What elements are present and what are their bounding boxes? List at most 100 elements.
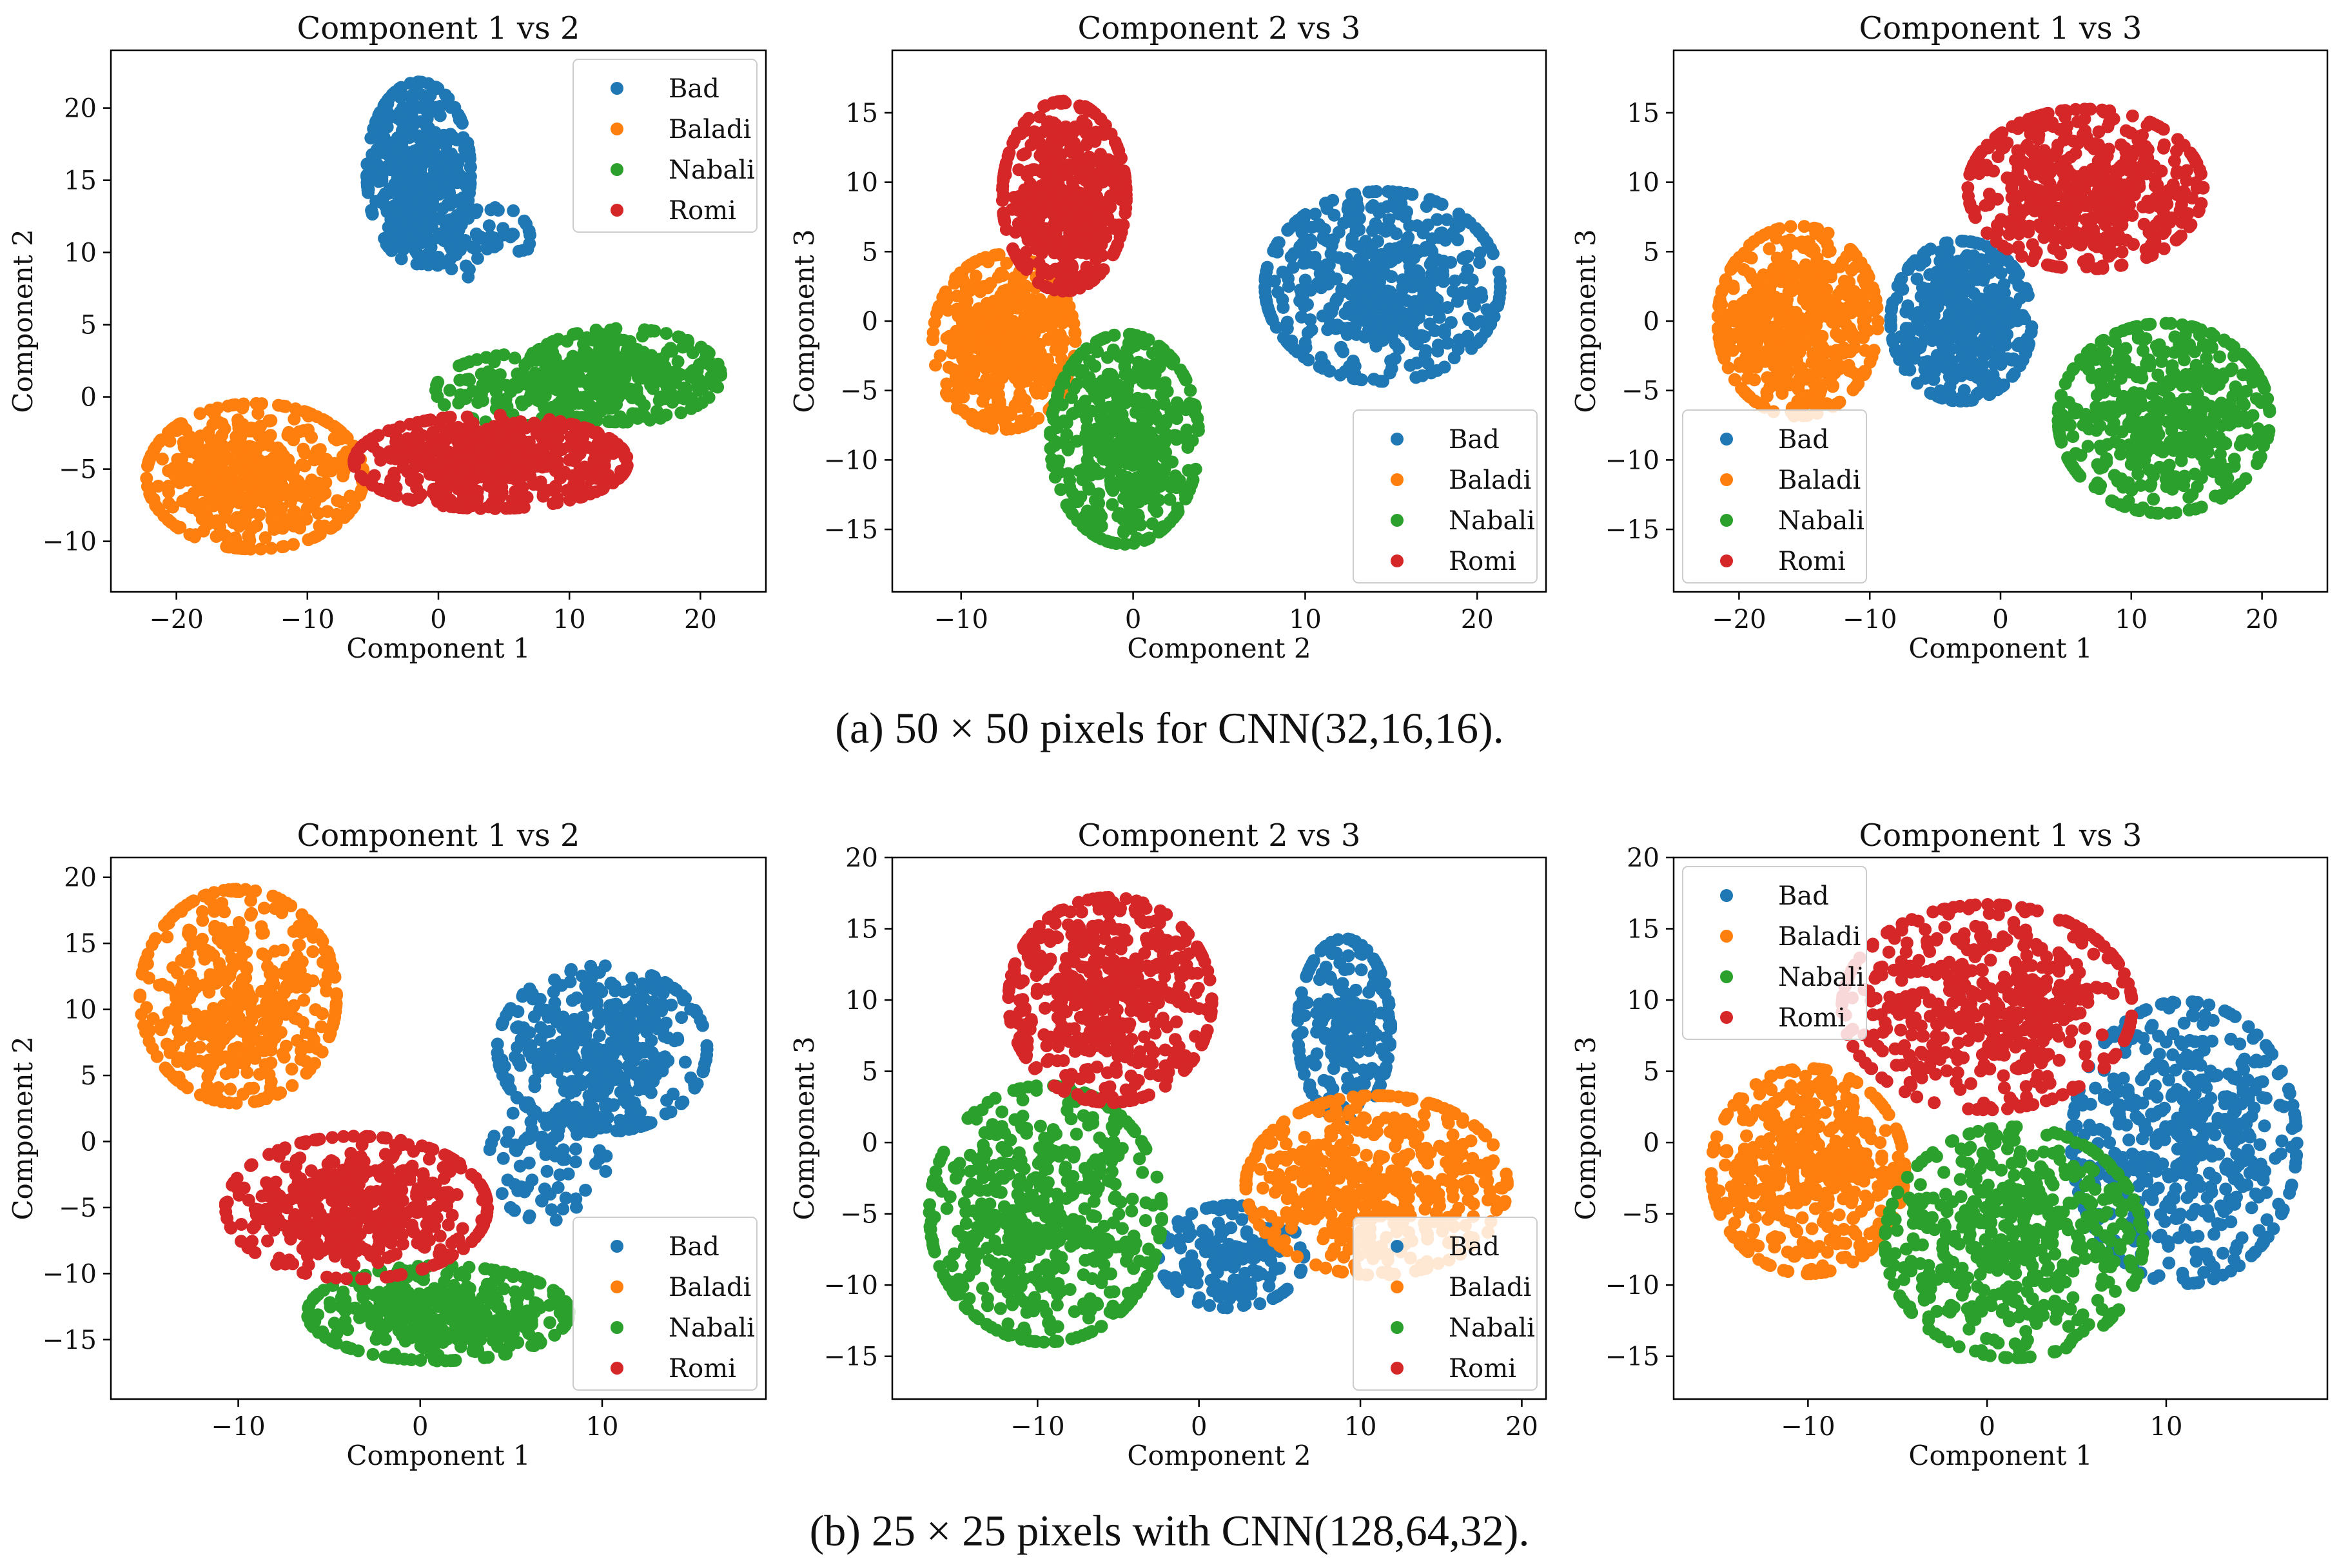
data-point	[371, 429, 384, 442]
data-point	[259, 434, 272, 447]
data-point	[462, 142, 476, 156]
data-point	[619, 415, 632, 428]
data-point	[584, 411, 598, 424]
data-point	[1159, 376, 1172, 389]
data-point	[977, 409, 991, 422]
data-point	[233, 496, 246, 509]
data-point	[1017, 256, 1030, 270]
data-point	[1046, 363, 1060, 377]
data-point	[442, 411, 455, 424]
data-point	[1366, 329, 1380, 342]
data-point	[1059, 235, 1072, 248]
data-point	[495, 486, 509, 500]
data-point	[1104, 189, 1117, 202]
data-point	[1083, 355, 1097, 368]
data-point	[1012, 400, 1025, 413]
data-point	[1371, 235, 1384, 248]
data-point	[540, 417, 553, 430]
y-tick-label: −5	[840, 377, 878, 406]
data-point	[1963, 276, 1977, 289]
data-point	[607, 366, 620, 379]
data-point	[464, 453, 478, 466]
data-point	[680, 382, 693, 396]
data-point	[1110, 536, 1123, 550]
x-axis-label: Component 1	[346, 632, 530, 664]
data-point	[1150, 505, 1163, 518]
data-point	[1431, 293, 1444, 307]
data-point	[1955, 288, 1969, 301]
data-point	[1462, 311, 1475, 325]
data-point	[1084, 103, 1097, 117]
data-point	[287, 538, 300, 551]
chart-title: Component 2 vs 3	[1078, 10, 1361, 46]
data-point	[554, 415, 567, 428]
data-point	[389, 205, 403, 219]
data-point	[553, 362, 566, 375]
legend-label-baladi: Baladi	[669, 115, 751, 144]
data-point	[621, 364, 635, 378]
data-point	[1403, 219, 1416, 232]
data-point	[996, 179, 1010, 193]
data-point	[1091, 345, 1104, 358]
data-point	[1886, 335, 1900, 349]
data-point	[1110, 140, 1124, 153]
data-point	[1111, 153, 1125, 167]
data-point	[1902, 260, 1915, 274]
data-point	[1266, 313, 1279, 326]
data-point	[1458, 250, 1472, 264]
data-point	[1062, 300, 1076, 313]
data-point	[507, 204, 520, 217]
data-point	[1082, 482, 1096, 496]
data-point	[1471, 336, 1484, 349]
data-point	[1145, 454, 1159, 467]
data-point	[565, 395, 579, 408]
y-tick-label: 15	[845, 99, 878, 128]
data-point	[631, 349, 645, 362]
data-point	[470, 495, 484, 507]
data-point	[1895, 351, 1908, 364]
data-point	[685, 402, 698, 415]
data-point	[549, 464, 562, 478]
data-point	[490, 395, 504, 407]
data-point	[217, 455, 230, 468]
data-point	[1104, 201, 1117, 214]
data-point	[521, 242, 534, 256]
data-point	[591, 387, 604, 400]
legend-marker-romi	[1391, 554, 1404, 567]
data-point	[970, 378, 984, 391]
data-point	[297, 442, 310, 456]
data-point	[166, 422, 180, 435]
data-point	[1797, 220, 1811, 233]
data-point	[589, 369, 602, 382]
data-point	[1424, 193, 1438, 206]
data-point	[1090, 125, 1103, 139]
data-point	[1037, 125, 1051, 139]
data-point	[617, 444, 631, 458]
data-point	[1473, 256, 1486, 270]
data-point	[1767, 304, 1781, 317]
data-point	[2024, 325, 2038, 338]
data-point	[427, 178, 441, 191]
chart-title: Component 1 vs 2	[297, 10, 580, 46]
data-point	[243, 476, 257, 489]
data-point	[1068, 355, 1082, 368]
data-point	[230, 456, 244, 470]
data-point	[1832, 329, 1846, 343]
data-point	[1959, 366, 1973, 379]
data-point	[300, 406, 313, 419]
data-point	[513, 485, 527, 498]
data-point	[514, 374, 528, 387]
y-tick-label: 5	[862, 237, 878, 267]
data-point	[571, 327, 584, 340]
data-point	[1446, 284, 1460, 298]
data-point	[1079, 433, 1093, 447]
data-point	[210, 530, 223, 543]
data-point	[997, 208, 1010, 221]
data-point	[1294, 221, 1307, 235]
data-point	[451, 228, 465, 240]
data-point	[589, 323, 603, 337]
data-point	[648, 370, 661, 384]
data-point	[1384, 255, 1397, 269]
data-point	[221, 399, 235, 413]
data-point	[1790, 237, 1804, 250]
